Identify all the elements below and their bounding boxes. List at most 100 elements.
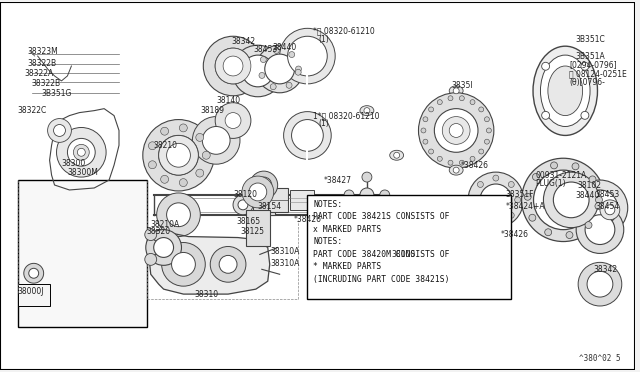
- Text: 38300: 38300: [61, 159, 86, 168]
- Circle shape: [394, 152, 399, 158]
- Ellipse shape: [419, 215, 433, 225]
- Text: *38426: *38426: [294, 215, 321, 224]
- Circle shape: [572, 180, 628, 235]
- Text: 38322C: 38322C: [18, 106, 47, 115]
- Circle shape: [493, 219, 499, 225]
- Circle shape: [360, 188, 374, 202]
- Text: *38426: *38426: [461, 161, 489, 170]
- Circle shape: [238, 200, 248, 210]
- Circle shape: [273, 48, 279, 54]
- Text: (θ)[0796-: (θ)[0796-: [569, 78, 605, 87]
- Bar: [268, 188, 287, 212]
- Circle shape: [442, 116, 470, 144]
- Circle shape: [202, 126, 230, 154]
- Circle shape: [600, 200, 620, 220]
- Circle shape: [429, 149, 433, 154]
- Circle shape: [429, 107, 433, 112]
- Circle shape: [242, 176, 274, 208]
- Circle shape: [284, 112, 332, 159]
- Text: 38453: 38453: [254, 45, 278, 54]
- Text: 38210A: 38210A: [151, 220, 180, 229]
- Circle shape: [423, 139, 428, 144]
- Circle shape: [259, 73, 265, 78]
- Circle shape: [166, 143, 191, 167]
- Circle shape: [484, 117, 490, 122]
- Circle shape: [344, 190, 354, 200]
- Circle shape: [233, 195, 253, 215]
- Circle shape: [56, 128, 106, 177]
- Circle shape: [437, 156, 442, 161]
- Circle shape: [162, 243, 205, 286]
- Bar: [307, 195, 511, 299]
- Bar: [246, 210, 269, 246]
- Circle shape: [470, 156, 475, 161]
- Text: 38165: 38165: [236, 217, 260, 226]
- Circle shape: [585, 215, 615, 244]
- Circle shape: [159, 135, 198, 175]
- Circle shape: [448, 160, 453, 165]
- Text: 3B351G: 3B351G: [42, 89, 72, 98]
- Circle shape: [219, 256, 237, 273]
- Text: 38351F: 38351F: [506, 190, 534, 199]
- Text: Ⓑ 08124-0251E: Ⓑ 08124-0251E: [569, 70, 627, 78]
- Circle shape: [605, 205, 615, 215]
- Text: 3B351A: 3B351A: [575, 52, 605, 61]
- Circle shape: [581, 111, 589, 119]
- Text: 38102: 38102: [577, 180, 601, 189]
- Circle shape: [256, 45, 303, 93]
- Text: 38453: 38453: [595, 190, 620, 199]
- Text: 38300M: 38300M: [67, 168, 99, 177]
- Circle shape: [193, 116, 240, 164]
- Circle shape: [289, 52, 295, 58]
- Circle shape: [179, 179, 188, 187]
- Circle shape: [522, 158, 605, 241]
- Circle shape: [145, 253, 157, 265]
- Text: 1*Ⓢ 08320-61210: 1*Ⓢ 08320-61210: [314, 111, 380, 120]
- Text: 38189: 38189: [200, 106, 224, 115]
- Text: 3B351C: 3B351C: [575, 35, 605, 44]
- Circle shape: [145, 229, 157, 241]
- Circle shape: [260, 57, 266, 62]
- Circle shape: [265, 54, 294, 84]
- Circle shape: [543, 172, 599, 228]
- Text: *38426: *38426: [500, 230, 529, 239]
- Circle shape: [295, 69, 301, 75]
- Text: 38140: 38140: [216, 96, 240, 105]
- Text: ^380^02 5: ^380^02 5: [579, 353, 621, 363]
- Circle shape: [204, 36, 263, 96]
- Text: (1): (1): [318, 119, 329, 128]
- Circle shape: [449, 124, 463, 137]
- Circle shape: [587, 271, 613, 297]
- Circle shape: [148, 142, 156, 150]
- Circle shape: [424, 217, 429, 223]
- Circle shape: [24, 263, 44, 283]
- Circle shape: [67, 138, 95, 166]
- Circle shape: [148, 161, 156, 169]
- Circle shape: [196, 134, 204, 141]
- Text: (1): (1): [318, 35, 329, 44]
- Bar: [289, 190, 314, 210]
- Circle shape: [437, 100, 442, 105]
- Circle shape: [477, 212, 483, 218]
- Circle shape: [582, 190, 618, 226]
- Circle shape: [179, 124, 188, 132]
- Circle shape: [270, 84, 276, 90]
- Circle shape: [493, 175, 499, 181]
- Text: 38310: 38310: [195, 289, 218, 299]
- Circle shape: [595, 196, 602, 203]
- Circle shape: [202, 151, 210, 159]
- Circle shape: [157, 193, 200, 237]
- Circle shape: [225, 113, 241, 128]
- Ellipse shape: [533, 46, 598, 135]
- Circle shape: [256, 177, 272, 193]
- Circle shape: [470, 100, 475, 105]
- Circle shape: [585, 222, 592, 229]
- Text: 38210: 38210: [154, 141, 178, 150]
- Circle shape: [453, 88, 459, 94]
- Circle shape: [479, 107, 484, 112]
- Circle shape: [280, 28, 335, 84]
- Circle shape: [154, 238, 173, 257]
- Circle shape: [223, 56, 243, 76]
- Circle shape: [249, 183, 267, 201]
- Circle shape: [215, 48, 251, 84]
